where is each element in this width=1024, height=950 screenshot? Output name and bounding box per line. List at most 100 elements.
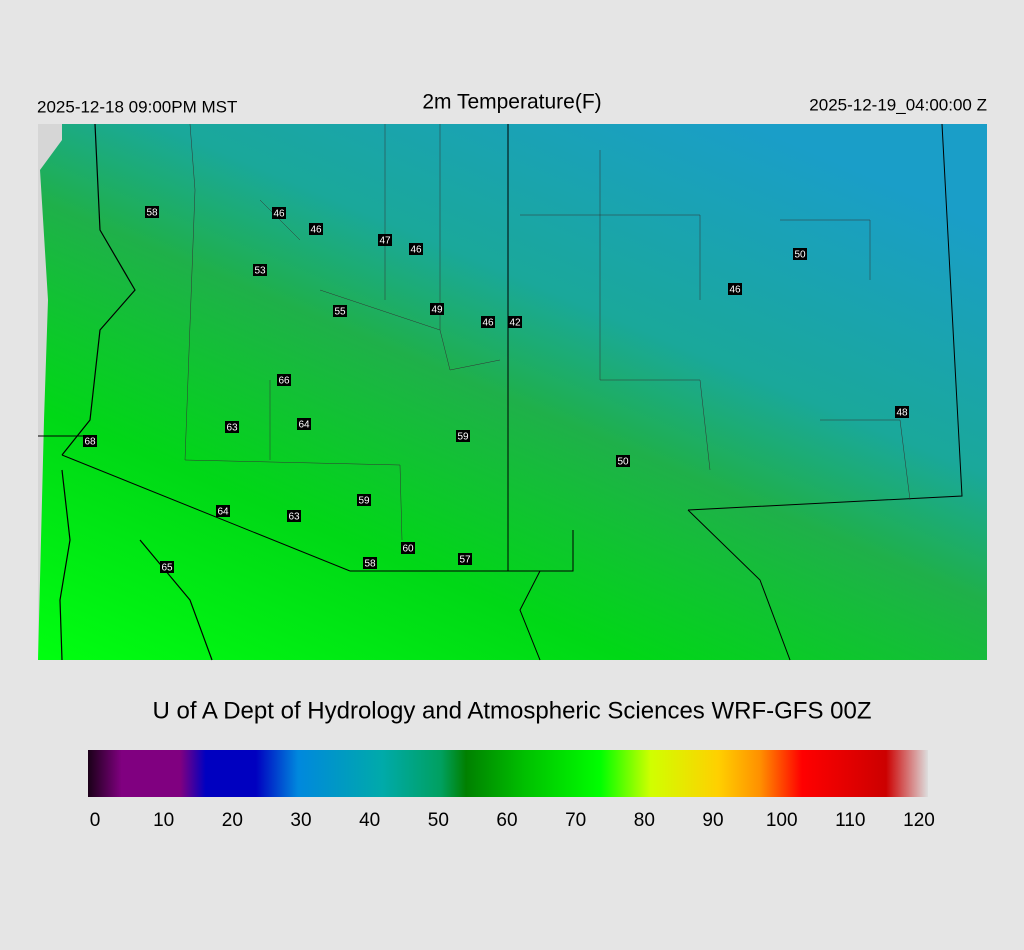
station-value: 46 bbox=[310, 225, 322, 236]
colorbar-tick-label: 80 bbox=[634, 810, 655, 831]
station-label: 63 bbox=[225, 421, 239, 434]
station-value: 68 bbox=[84, 437, 96, 448]
map-title: 2m Temperature(F) bbox=[422, 91, 601, 114]
station-label: 50 bbox=[616, 455, 630, 468]
station-value: 63 bbox=[226, 423, 238, 434]
station-label-bg bbox=[253, 264, 267, 276]
station-label: 64 bbox=[297, 418, 311, 431]
station-label: 46 bbox=[409, 243, 423, 256]
station-label: 59 bbox=[456, 430, 470, 443]
station-value: 58 bbox=[364, 559, 376, 570]
colorbar-tick-label: 20 bbox=[222, 810, 243, 831]
station-value: 42 bbox=[509, 318, 521, 329]
station-label-bg bbox=[409, 243, 423, 255]
station-label: 66 bbox=[277, 374, 291, 387]
colorbar bbox=[88, 750, 928, 797]
colorbar-tick-label: 50 bbox=[428, 810, 449, 831]
station-label-bg bbox=[508, 316, 522, 328]
station-value: 65 bbox=[161, 563, 173, 574]
colorbar-tick-label: 10 bbox=[153, 810, 174, 831]
station-label: 65 bbox=[160, 561, 174, 574]
colorbar-tick-label: 0 bbox=[90, 810, 101, 831]
station-label-bg bbox=[225, 421, 239, 433]
station-label-bg bbox=[616, 455, 630, 467]
station-label-bg bbox=[216, 505, 230, 517]
station-label-bg bbox=[287, 510, 301, 522]
station-value: 58 bbox=[146, 208, 158, 219]
colorbar-tick-label: 70 bbox=[565, 810, 586, 831]
station-label: 63 bbox=[287, 510, 301, 523]
station-label-bg bbox=[793, 248, 807, 260]
station-label-bg bbox=[83, 435, 97, 447]
colorbar-tick-label: 100 bbox=[766, 810, 798, 831]
station-label-bg bbox=[297, 418, 311, 430]
station-label-bg bbox=[728, 283, 742, 295]
borders bbox=[38, 123, 963, 661]
station-value: 46 bbox=[729, 285, 741, 296]
station-value: 50 bbox=[794, 250, 806, 261]
station-label-bg bbox=[363, 557, 377, 569]
station-value: 49 bbox=[431, 305, 443, 316]
station-label: 60 bbox=[401, 542, 415, 555]
station-label-bg bbox=[357, 494, 371, 506]
station-value: 60 bbox=[402, 544, 414, 555]
station-value: 59 bbox=[358, 496, 370, 507]
station-label-bg bbox=[456, 430, 470, 442]
station-label: 64 bbox=[216, 505, 230, 518]
station-label: 46 bbox=[728, 283, 742, 296]
station-value: 59 bbox=[457, 432, 469, 443]
station-label-bg bbox=[458, 553, 472, 565]
colorbar-tick-label: 110 bbox=[835, 810, 865, 831]
colorbar-tick-label: 120 bbox=[903, 810, 935, 831]
county-lines bbox=[184, 123, 911, 541]
station-value: 63 bbox=[288, 512, 300, 523]
station-label-bg bbox=[277, 374, 291, 386]
station-label-bg bbox=[272, 207, 286, 219]
station-value: 57 bbox=[459, 555, 471, 566]
temperature-field bbox=[38, 124, 987, 660]
station-label: 58 bbox=[145, 206, 159, 219]
footer-credit: U of A Dept of Hydrology and Atmospheric… bbox=[153, 697, 872, 724]
station-value: 55 bbox=[334, 307, 346, 318]
station-value: 50 bbox=[617, 457, 629, 468]
station-label: 42 bbox=[508, 316, 522, 329]
colorbar-tick-label: 30 bbox=[290, 810, 311, 831]
station-label-bg bbox=[160, 561, 174, 573]
station-label: 46 bbox=[272, 207, 286, 220]
station-value: 53 bbox=[254, 266, 266, 277]
station-label: 55 bbox=[333, 305, 347, 318]
station-label: 53 bbox=[253, 264, 267, 277]
station-label: 48 bbox=[895, 406, 909, 419]
station-value: 48 bbox=[896, 408, 908, 419]
colorbar-tick-label: 40 bbox=[359, 810, 380, 831]
colorbar-tick-label: 90 bbox=[702, 810, 723, 831]
station-label: 59 bbox=[357, 494, 371, 507]
station-label: 46 bbox=[481, 316, 495, 329]
station-label-bg bbox=[333, 305, 347, 317]
station-label: 50 bbox=[793, 248, 807, 261]
station-value: 66 bbox=[278, 376, 290, 387]
station-label: 68 bbox=[83, 435, 97, 448]
station-label: 49 bbox=[430, 303, 444, 316]
station-label: 57 bbox=[458, 553, 472, 566]
station-label-bg bbox=[378, 234, 392, 246]
station-label: 47 bbox=[378, 234, 392, 247]
station-label-bg bbox=[145, 206, 159, 218]
station-label-bg bbox=[895, 406, 909, 418]
station-value: 46 bbox=[482, 318, 494, 329]
station-label-bg bbox=[430, 303, 444, 315]
valid-time-local: 2025-12-18 09:00PM MST bbox=[37, 97, 237, 116]
station-label-bg bbox=[481, 316, 495, 328]
station-label-bg bbox=[309, 223, 323, 235]
station-label: 58 bbox=[363, 557, 377, 570]
station-value: 64 bbox=[217, 507, 229, 518]
station-label: 46 bbox=[309, 223, 323, 236]
station-label-bg bbox=[401, 542, 415, 554]
valid-time-utc: 2025-12-19_04:00:00 Z bbox=[809, 95, 987, 114]
station-value: 46 bbox=[410, 245, 422, 256]
station-value: 46 bbox=[273, 209, 285, 220]
station-value: 47 bbox=[379, 236, 391, 247]
station-value: 64 bbox=[298, 420, 310, 431]
